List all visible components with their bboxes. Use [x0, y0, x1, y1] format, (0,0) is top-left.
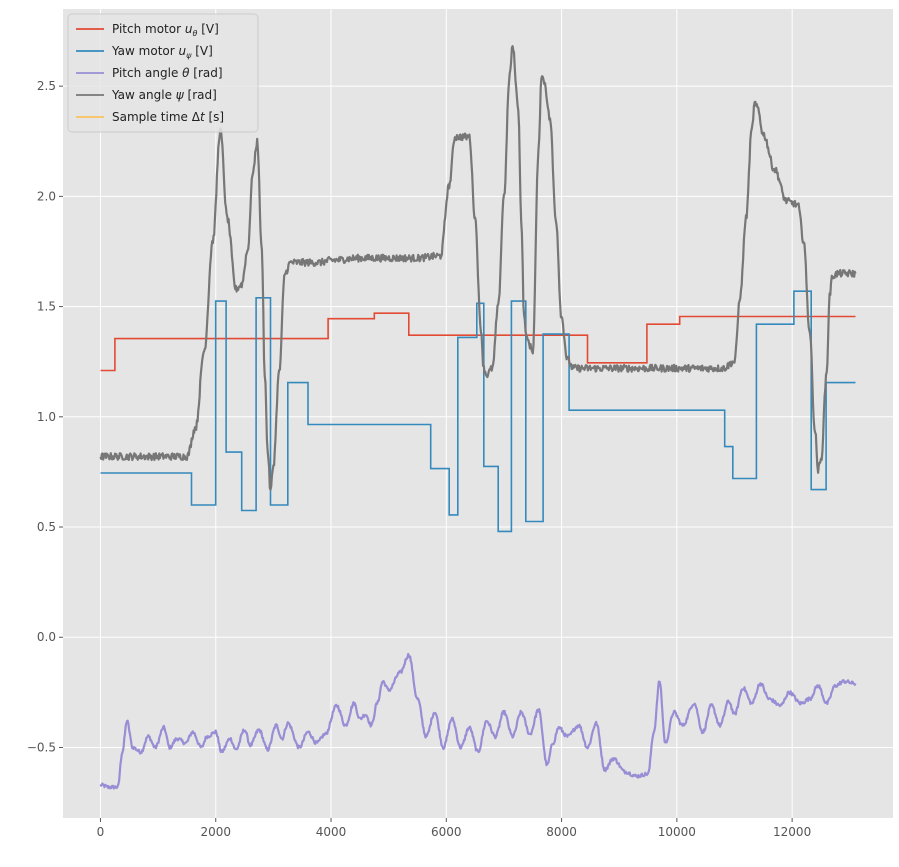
- legend-label-unit: [s]: [205, 110, 224, 124]
- y-tick-label: 2.5: [37, 79, 56, 93]
- legend-label-text: Pitch motor: [112, 22, 185, 36]
- legend-label-text: Sample time Δ: [112, 110, 201, 124]
- legend-label: Yaw motor uψ [V]: [111, 44, 213, 60]
- x-tick-label: 10000: [658, 825, 696, 839]
- legend-label: Sample time Δt [s]: [112, 110, 224, 124]
- y-tick-label: 2.0: [37, 189, 56, 203]
- legend-label-text: Pitch angle: [112, 66, 182, 80]
- x-tick-label: 8000: [546, 825, 577, 839]
- series-line-3: [99, 45, 857, 491]
- x-tick-label: 4000: [316, 825, 347, 839]
- legend-label-text: Yaw angle: [111, 88, 176, 102]
- legend-box: [67, 13, 259, 133]
- plot-area: [63, 9, 893, 818]
- legend-label: Pitch motor uθ [V]: [112, 22, 219, 38]
- series-layer: [99, 45, 857, 790]
- legend-label: Pitch angle θ [rad]: [112, 66, 223, 80]
- x-tick-label: 12000: [773, 825, 811, 839]
- y-tick-label: −0.5: [27, 740, 56, 754]
- legend: Pitch motor uθ [V]Yaw motor uψ [V]Pitch …: [67, 13, 259, 133]
- series-line-2: [99, 652, 857, 790]
- legend-label: Yaw angle ψ [rad]: [111, 88, 217, 102]
- series-line-0: [100, 312, 856, 372]
- x-tick-label: 6000: [431, 825, 462, 839]
- legend-label-subscript: ψ: [186, 51, 192, 60]
- legend-label-unit: [rad]: [184, 88, 217, 102]
- legend-label-symbol: u: [185, 22, 193, 36]
- legend-label-symbol: θ: [182, 66, 190, 80]
- x-tick-label: 0: [97, 825, 105, 839]
- y-tick-label: 0.5: [37, 520, 56, 534]
- series-line-1: [100, 290, 856, 533]
- y-tick-label: 1.5: [37, 300, 56, 314]
- y-tick-label: 0.0: [37, 630, 56, 644]
- legend-label-subscript: θ: [192, 29, 197, 38]
- x-axis: 0 2000 4000 6000 8000 10000 12000: [97, 818, 811, 839]
- legend-label-text: Yaw motor: [111, 44, 179, 58]
- y-axis: −0.5 0.0 0.5 1.0 1.5 2.0 2.5: [27, 79, 63, 754]
- legend-label-symbol: ψ: [176, 88, 185, 102]
- legend-label-symbol: t: [200, 110, 206, 124]
- legend-label-unit: [V]: [191, 44, 212, 58]
- legend-label-unit: [V]: [197, 22, 218, 36]
- legend-label-symbol: u: [179, 44, 187, 58]
- y-tick-label: 1.0: [37, 410, 56, 424]
- x-tick-label: 2000: [200, 825, 231, 839]
- legend-label-unit: [rad]: [189, 66, 222, 80]
